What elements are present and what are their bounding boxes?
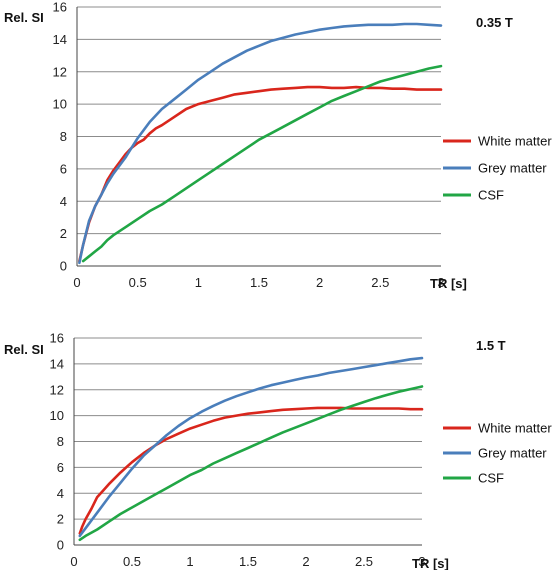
y-tick-label: 14 xyxy=(50,356,64,371)
y-tick-label: 12 xyxy=(53,64,67,79)
y-tick-label: 2 xyxy=(60,226,67,241)
x-tick-label: 0 xyxy=(70,554,77,569)
x-tick-label: 3 xyxy=(418,554,425,569)
y-tick-label: 16 xyxy=(50,331,64,346)
series-line-csf xyxy=(81,64,443,263)
y-tick-label: 8 xyxy=(60,129,67,144)
x-tick-label: 0.5 xyxy=(123,554,141,569)
legend-label-white-matter: White matter xyxy=(478,421,552,436)
y-tick-label: 4 xyxy=(57,486,64,501)
y-tick-label: 8 xyxy=(57,434,64,449)
series-line-grey-matter xyxy=(78,22,443,265)
series-line-white-matter xyxy=(78,85,443,263)
y-tick-label: 6 xyxy=(57,460,64,475)
legend-label-grey-matter: Grey matter xyxy=(478,446,547,461)
legend-label-white-matter: White matter xyxy=(478,134,552,149)
x-tick-label: 2 xyxy=(316,275,323,290)
x-tick-label: 2.5 xyxy=(355,554,373,569)
x-tick-label: 2 xyxy=(302,554,309,569)
x-tick-label: 1 xyxy=(186,554,193,569)
y-tick-label: 10 xyxy=(50,408,64,423)
y-tick-label: 12 xyxy=(50,382,64,397)
legend-label-grey-matter: Grey matter xyxy=(478,161,547,176)
y-tick-label: 4 xyxy=(60,194,67,209)
chart-1: 0 2 4 6 8 10 12 14 16 0 0.5 1 1.5 2 2.5 3 Rel. SI TR [s] 0… xyxy=(4,0,552,291)
y-tick-label: 0 xyxy=(57,538,64,553)
legend-label-csf: CSF xyxy=(478,188,504,203)
field-strength-label: 1.5 T xyxy=(476,338,506,353)
y-axis-label: Rel. SI xyxy=(4,10,44,25)
x-tick-label: 1 xyxy=(195,275,202,290)
chart-2: 0 2 4 6 8 10 12 14 16 0 0.5 1 1.5 2 2.5 3 Rel. SI TR [s] 1… xyxy=(4,331,552,572)
x-tick-label: 0.5 xyxy=(129,275,147,290)
x-tick-label: 0 xyxy=(73,275,80,290)
series-line-csf xyxy=(78,385,424,542)
y-tick-label: 2 xyxy=(57,512,64,527)
y-axis-label: Rel. SI xyxy=(4,342,44,357)
y-tick-label: 10 xyxy=(53,97,67,112)
x-tick-label: 3 xyxy=(437,275,444,290)
y-tick-label: 0 xyxy=(60,259,67,274)
x-axis-label: TR [s] xyxy=(412,556,449,570)
x-tick-label: 1.5 xyxy=(239,554,257,569)
legend-label-csf: CSF xyxy=(478,471,504,486)
y-tick-label: 14 xyxy=(53,32,67,47)
y-tick-label: 6 xyxy=(60,161,67,176)
y-tick-label: 16 xyxy=(53,0,67,15)
x-tick-label: 1.5 xyxy=(250,275,268,290)
x-tick-label: 2.5 xyxy=(371,275,389,290)
x-axis-label: TR [s] xyxy=(430,276,467,291)
series-line-white-matter xyxy=(78,406,424,535)
field-strength-label: 0.35 T xyxy=(476,15,513,30)
series-line-grey-matter xyxy=(78,356,424,538)
